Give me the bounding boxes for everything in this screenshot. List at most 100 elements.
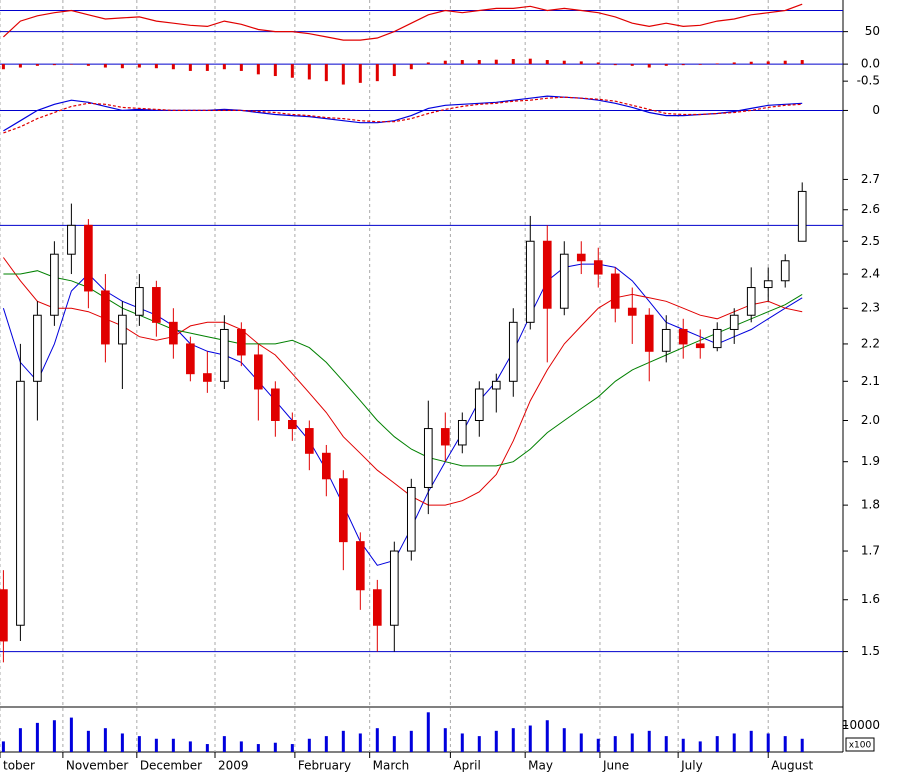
candle-body [559, 253, 569, 309]
bar [630, 733, 634, 752]
candle-body [474, 388, 484, 421]
bar [222, 64, 226, 70]
bar [494, 59, 498, 65]
candle-body [763, 280, 773, 289]
bar [18, 728, 22, 752]
candle-body [0, 589, 8, 642]
bar [358, 733, 362, 752]
candle-body [406, 486, 416, 552]
bar [426, 712, 430, 752]
x-tick-label: August [771, 759, 813, 773]
unit-box [845, 737, 875, 752]
x-tick-label: May [528, 759, 553, 773]
candle-body [780, 260, 790, 282]
candle-body [305, 428, 314, 454]
bar [358, 64, 362, 83]
bar [732, 62, 736, 65]
bar [715, 63, 719, 65]
bar [256, 64, 260, 75]
bar [630, 64, 634, 66]
bar [137, 736, 141, 752]
y-tick-label: 2.4 [861, 267, 880, 281]
candle-body [271, 388, 280, 421]
bar [579, 61, 583, 65]
y-tick-label: 50 [865, 24, 880, 38]
bar [647, 730, 651, 752]
y-tick-label: 2.5 [861, 234, 880, 248]
y-tick-label: 1.8 [861, 498, 880, 512]
bar [52, 64, 56, 66]
bar [664, 736, 668, 752]
bar [596, 62, 600, 65]
y-tick-label: -0.5 [857, 74, 880, 88]
series-line [3, 96, 803, 134]
candle-body [491, 380, 501, 390]
bar [103, 728, 107, 752]
y-tick-label: 2.6 [861, 202, 880, 216]
bar [137, 64, 141, 68]
bar [477, 60, 481, 65]
candle-body [50, 253, 59, 316]
bar [205, 64, 209, 71]
candle-body [661, 328, 671, 352]
bar [528, 725, 532, 752]
bar [783, 736, 787, 752]
bar [460, 60, 464, 65]
x-tick-label: November [66, 759, 128, 773]
bar [698, 64, 702, 65]
x-tick-label: March [373, 759, 410, 773]
y-tick-label: 2.2 [861, 336, 880, 350]
bar [290, 744, 294, 752]
bar [647, 64, 651, 68]
y-tick-label: 10000 [842, 718, 880, 732]
bar [800, 60, 804, 65]
candle-body [746, 287, 756, 316]
bar [375, 728, 379, 752]
bar [154, 64, 158, 69]
candle-body [101, 290, 110, 345]
x-tick-label: December [140, 759, 202, 773]
bar [409, 730, 413, 752]
bar [749, 61, 753, 65]
candle-body [389, 550, 399, 626]
series-line [3, 95, 803, 132]
x-tick-label: July [680, 759, 703, 773]
candle-body [372, 589, 382, 626]
bar [69, 64, 73, 65]
bar [86, 64, 90, 66]
x-tick-label: 2009 [218, 759, 249, 773]
unit-label: x100 [849, 741, 872, 751]
candle-body [576, 253, 586, 262]
bar [324, 64, 328, 82]
candle-body [712, 328, 722, 349]
bar [171, 64, 175, 70]
bar [239, 741, 243, 752]
series-line [2, 3, 803, 41]
candle-body [135, 287, 144, 316]
x-tick-label: February [298, 759, 351, 773]
bar [800, 738, 804, 752]
candle-body [152, 287, 161, 323]
y-tick-label: 1.7 [861, 544, 880, 558]
bar [120, 733, 124, 752]
candle-body [338, 478, 348, 543]
bar [1, 741, 5, 752]
x-tick-label: April [453, 759, 480, 773]
bar [324, 736, 328, 752]
bar [103, 64, 107, 68]
candle-body [797, 190, 807, 242]
bar [494, 730, 498, 752]
bar [392, 64, 396, 77]
bar [460, 733, 464, 752]
bar [307, 64, 311, 80]
bar [426, 62, 430, 65]
candle-body [203, 373, 212, 382]
bar [341, 730, 345, 752]
candle-body [16, 380, 25, 626]
bar [732, 733, 736, 752]
candle-body [254, 354, 263, 390]
bar [120, 64, 124, 69]
bar [1, 64, 5, 70]
